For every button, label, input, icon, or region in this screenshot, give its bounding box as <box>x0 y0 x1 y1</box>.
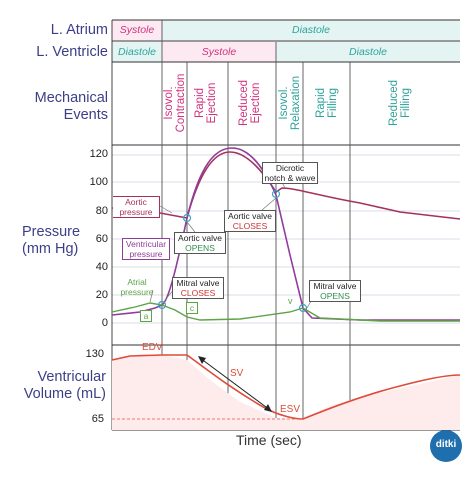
ventricular-pressure-note: Ventricular pressure <box>122 238 170 260</box>
aortic-open-marker <box>182 213 192 223</box>
mitral-opens-note: Mitral valve OPENS <box>309 280 361 302</box>
pressure-tick-60: 60 <box>95 233 108 245</box>
ventricle-row-label: L. Ventricle <box>36 44 108 60</box>
pressure-tick-0: 0 <box>101 317 108 329</box>
ventricle-diastole-label-1: Diastole <box>118 46 156 58</box>
aortic-pressure-curve <box>111 151 461 220</box>
pressure-tick-80: 80 <box>95 205 108 217</box>
mitral-close-marker <box>157 300 167 310</box>
event-reduced-ejection: Reduced Ejection <box>238 79 262 127</box>
wave-v-label: v <box>288 296 293 306</box>
pressure-tick-20: 20 <box>95 289 108 301</box>
wave-c-label: c <box>186 302 198 314</box>
volume-tick-65: 65 <box>91 413 104 425</box>
mitral-closes-line1: Mitral valve <box>176 278 220 288</box>
wave-a-label: a <box>140 310 152 322</box>
pressure-row-label: Pressure (mm Hg) <box>22 224 81 257</box>
atrium-systole-label: Systole <box>119 24 155 36</box>
volume-row-label: Ventricular Volume (mL) <box>23 369 106 402</box>
logo-text: ditki <box>435 439 457 450</box>
aortic-opens-note: Aortic valve OPENS <box>174 232 226 254</box>
atrial-pressure-note: Atrial pressure <box>120 277 154 297</box>
ventricular-pressure-curve <box>111 147 460 321</box>
mitral-closes-line2: CLOSES <box>180 288 216 298</box>
mechanical-row-label: Mechanical Events <box>34 90 108 123</box>
dicrotic-note: Dicrotic notch & wave <box>262 162 318 184</box>
aortic-opens-line2: OPENS <box>185 243 215 253</box>
ventricle-systole-band <box>162 42 276 62</box>
event-reduced-filling: Reduced Filling <box>388 79 412 127</box>
atrium-systole-band <box>112 20 162 40</box>
atrium-row-label: L. Atrium <box>50 22 108 38</box>
aortic-opens-line1: Aortic valve <box>178 233 222 243</box>
ventricle-diastole-band-2 <box>276 42 460 62</box>
sv-arrowhead-top <box>198 356 206 364</box>
sv-arrow <box>199 357 271 411</box>
mitral-opens-line2: OPENS <box>320 291 350 301</box>
event-isovol-contraction: Isovol. Contraction <box>163 73 187 133</box>
ventricle-diastole-band-1 <box>112 42 162 62</box>
dicrotic-text: Dicrotic notch & wave <box>264 163 316 183</box>
atrium-diastole-label: Diastole <box>292 24 330 36</box>
pressure-tick-100: 100 <box>89 176 108 188</box>
aortic-pressure-note: Aortic pressure <box>113 196 160 218</box>
aortic-closes-note: Aortic valve CLOSES <box>224 210 276 232</box>
pressure-tick-40: 40 <box>95 261 108 273</box>
edv-label: EDV <box>142 342 163 353</box>
event-isovol-relaxation: Isovol. Relaxation <box>278 75 302 131</box>
x-axis-label: Time (sec) <box>236 432 302 448</box>
mitral-closes-note: Mitral valve CLOSES <box>172 277 224 299</box>
esv-label: ESV <box>280 404 301 415</box>
volume-tick-130: 130 <box>85 348 104 360</box>
atrium-diastole-band <box>162 20 460 40</box>
event-rapid-ejection: Rapid Ejection <box>194 82 218 124</box>
ventricle-systole-label: Systole <box>201 46 237 58</box>
mitral-opens-line1: Mitral valve <box>313 281 357 291</box>
sv-arrowhead-bottom <box>264 404 272 412</box>
event-rapid-filling: Rapid Filling <box>315 87 339 119</box>
aortic-closes-line2: CLOSES <box>232 221 268 231</box>
ventricle-diastole-label-2: Diastole <box>349 46 387 58</box>
aortic-closes-line1: Aortic valve <box>228 211 272 221</box>
atrial-pressure-curve <box>111 302 460 322</box>
ventricular-volume-curve <box>111 354 461 420</box>
pressure-tick-120: 120 <box>89 148 108 160</box>
sv-label: SV <box>230 368 244 379</box>
aortic-close-marker <box>271 189 281 199</box>
volume-fill <box>112 354 460 430</box>
logo-circle <box>430 430 462 462</box>
